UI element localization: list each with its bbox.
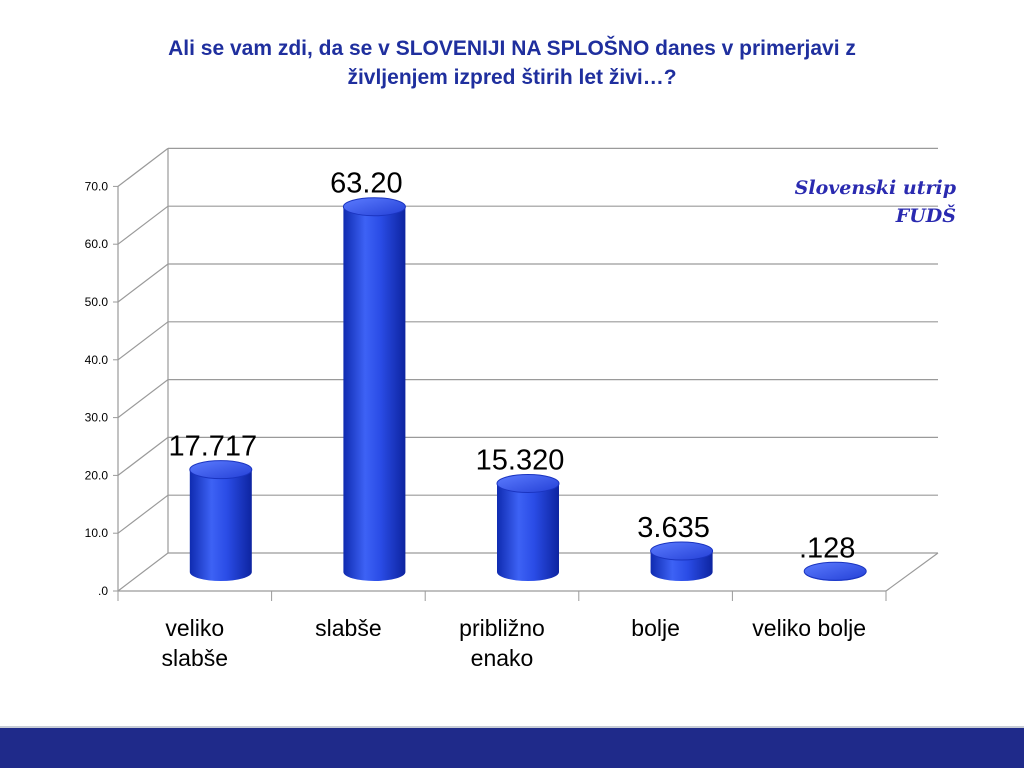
gridline-side <box>117 263 169 303</box>
data-label: 63.20 <box>330 168 403 200</box>
labels-layer: 17.717 veliko slabše 63.20 slabše 15.320 pribl… <box>162 168 867 671</box>
bar-cap <box>189 460 253 480</box>
x-tick-label: veliko <box>165 615 224 641</box>
bars-layer <box>189 197 867 581</box>
x-tick-label: bolje <box>631 615 680 641</box>
bar-cap <box>650 541 714 561</box>
bar <box>496 473 560 581</box>
y-tick-label: 50.0 <box>85 295 109 309</box>
x-tick-label: slabše <box>162 645 228 671</box>
floor-right-edge <box>885 552 939 592</box>
brand-label: Slovenski utrip FUDŠ <box>795 174 956 230</box>
y-tick-label: 30.0 <box>85 411 109 425</box>
bar-body <box>497 483 559 581</box>
x-tick-label: približno <box>459 615 545 641</box>
bar-body <box>189 469 252 581</box>
y-tick-label: 40.0 <box>85 353 109 367</box>
gridline-side <box>117 494 169 534</box>
y-tick-label: .0 <box>98 584 108 598</box>
bar-cap <box>496 473 560 493</box>
bar-body <box>343 206 406 581</box>
chart-title: Ali se vam zdi, da se v SLOVENIJI NA SPL… <box>60 34 964 92</box>
gridline-side <box>117 147 169 187</box>
y-tick-label: 10.0 <box>85 526 109 540</box>
x-tick-label: slabše <box>315 615 381 641</box>
data-label: 15.320 <box>476 444 565 476</box>
y-tick-label: 70.0 <box>85 179 109 193</box>
axis-layer: .0 10.0 20.0 30.0 40.0 50.0 60.0 70.0 <box>85 179 939 601</box>
gridline-side <box>117 205 169 245</box>
data-label: 17.717 <box>168 431 257 463</box>
data-label: 3.635 <box>637 512 710 544</box>
chart-title-line-1: Ali se vam zdi, da se v SLOVENIJI NA SPL… <box>168 37 856 60</box>
x-tick-label: veliko bolje <box>752 615 866 641</box>
brand-line-2: FUDŠ <box>895 205 956 227</box>
bar-cap <box>342 197 406 217</box>
gridline-side <box>117 321 169 361</box>
gridline-side <box>117 436 169 476</box>
bar <box>803 561 867 581</box>
chart-title-line-2: življenjem izpred štirih let živi…? <box>347 66 677 89</box>
gridline-side <box>117 379 169 419</box>
bar <box>342 197 406 581</box>
data-label: .128 <box>799 532 855 564</box>
bar-cap <box>803 561 867 581</box>
x-tick-label: enako <box>471 645 534 671</box>
y-tick-label: 20.0 <box>85 468 109 482</box>
gridline-side <box>117 552 169 592</box>
bar <box>650 541 714 581</box>
y-tick-label: 60.0 <box>85 237 109 251</box>
footer-bar <box>0 726 1024 768</box>
brand-line-1: Slovenski utrip <box>794 177 956 199</box>
bar <box>189 460 253 581</box>
bar-chart: .0 10.0 20.0 30.0 40.0 50.0 60.0 70.0 17.717 vel… <box>85 147 939 671</box>
